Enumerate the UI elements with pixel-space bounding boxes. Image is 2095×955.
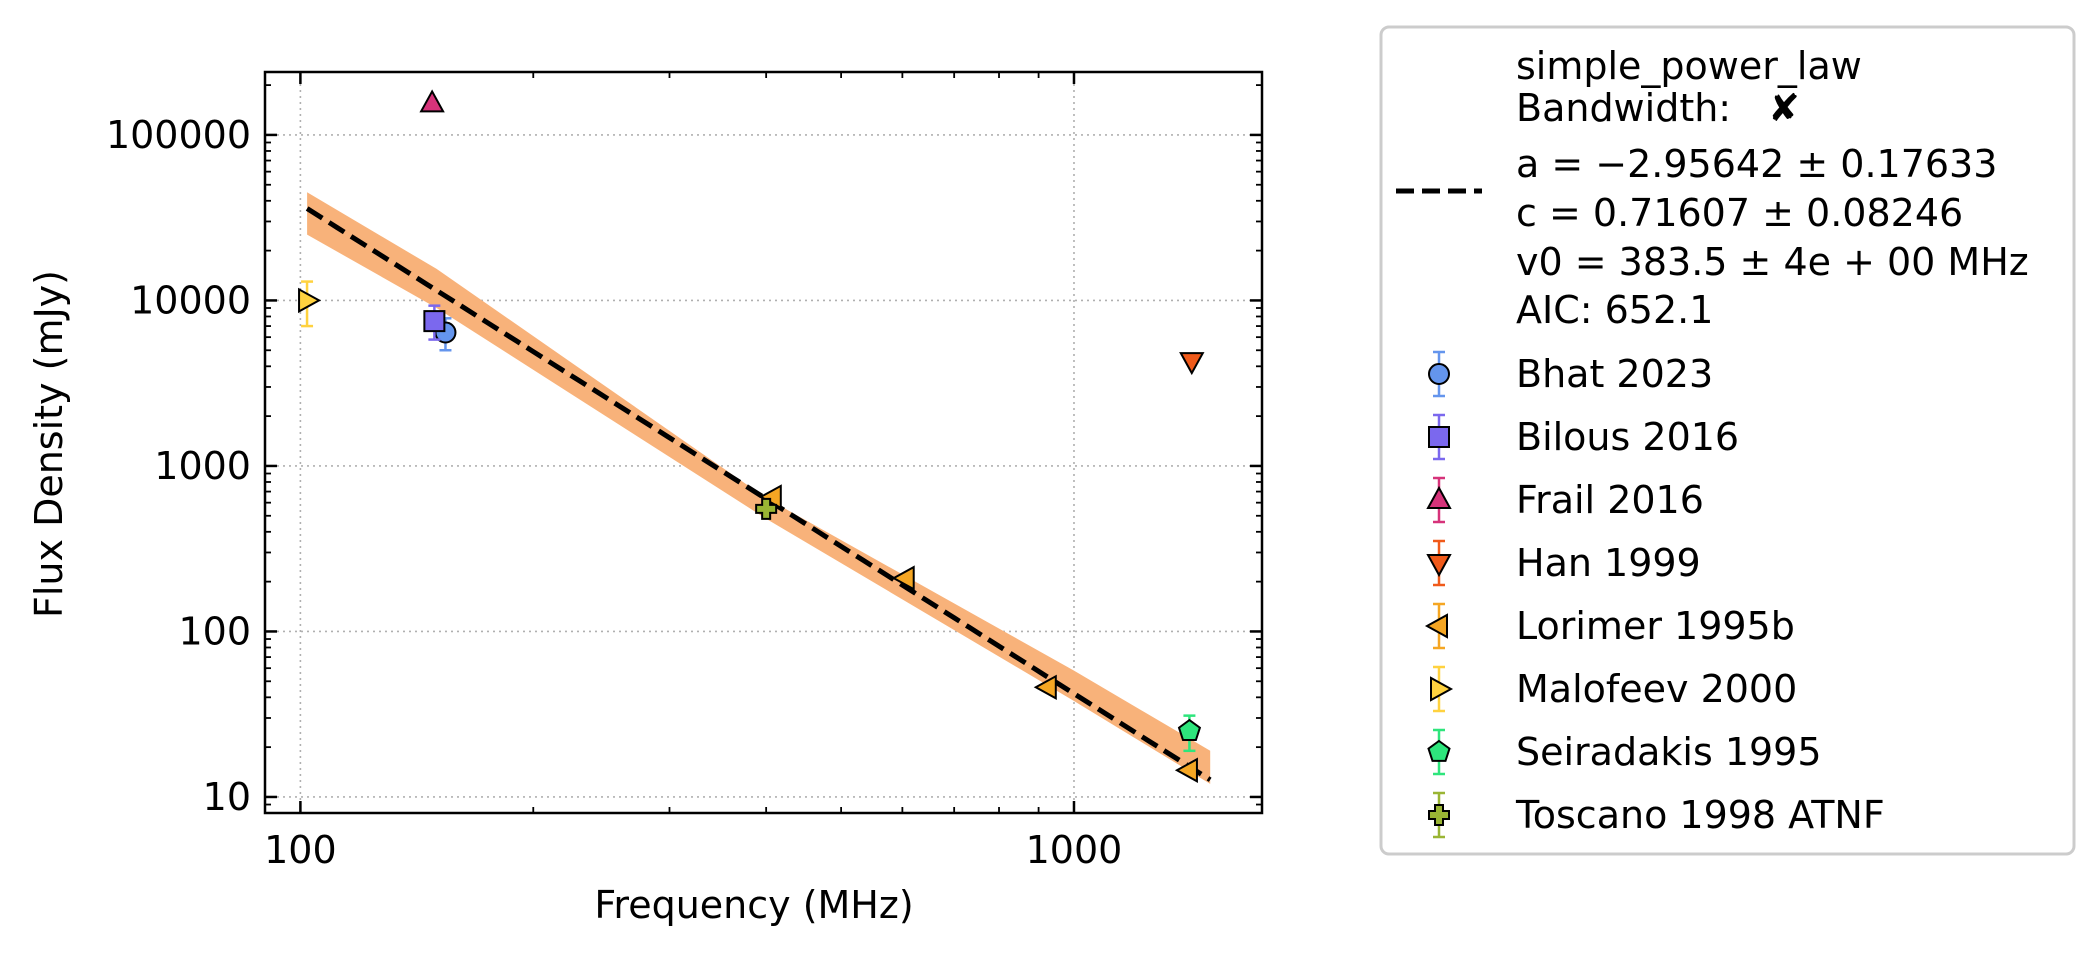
plot-content [305, 192, 1212, 784]
legend-fit-label: simple_power_law [1516, 44, 1862, 88]
y-tick-label: 10 [203, 775, 251, 819]
legend-label: Han 1999 [1516, 541, 1701, 585]
legend-series: Bhat 2023 Bilous 2016 Frail 2016 Han 1999 Lo… [1424, 350, 1885, 839]
x-tick-label: 1000 [1026, 828, 1123, 872]
legend-label: Malofeev 2000 [1516, 667, 1797, 711]
data-point [1177, 718, 1202, 741]
series-han-1999 [1179, 352, 1205, 376]
legend-marker [1428, 804, 1450, 826]
y-tick-label: 100 [178, 609, 251, 653]
legend-marker [1428, 363, 1450, 385]
fit-uncertainty-band [307, 192, 1211, 784]
legend-entry-bhat-2023: Bhat 2023 [1428, 350, 1713, 398]
data-point [1033, 674, 1057, 700]
series-seiradakis-1995 [1177, 714, 1202, 753]
data-point [419, 89, 445, 113]
legend-label: Bhat 2023 [1516, 352, 1713, 396]
legend-fit-param-v0: v0 = 383.5 ± 4e + 00 MHz [1516, 240, 2029, 284]
data-point [1179, 352, 1205, 376]
legend-bandwidth-mark: ✘ [1768, 86, 1800, 130]
legend-fit-param-a: a = −2.95642 ± 0.17633 [1516, 142, 1997, 186]
legend-entry-bilous-2016: Bilous 2016 [1428, 413, 1739, 461]
y-tick-label: 1000 [154, 444, 251, 488]
legend: simple_power_law Bandwidth: ✘ a = −2.956… [1379, 25, 2076, 856]
legend-marker [1426, 485, 1452, 509]
series-lorimer-1995b [758, 484, 1198, 783]
series-malofeev-2000 [298, 280, 322, 328]
data-point [755, 497, 778, 520]
legend-marker [1430, 676, 1454, 702]
x-axis-label: Frequency (MHz) [594, 883, 913, 927]
legend-entry-lorimer-1995b: Lorimer 1995b [1424, 602, 1795, 650]
plot-area: 100 1000 10 100 1000 10000 100000 [106, 70, 1264, 872]
data-point [298, 287, 322, 314]
series-toscano-1998-atnf [755, 497, 778, 520]
legend-entry-seiradakis-1995: Seiradakis 1995 [1427, 728, 1822, 776]
legend-label: Frail 2016 [1516, 478, 1704, 522]
legend-marker [1428, 426, 1450, 448]
legend-label: Lorimer 1995b [1516, 604, 1795, 648]
y-tick-label: 100000 [106, 113, 251, 157]
legend-entry-toscano-1998-atnf: Toscano 1998 ATNF [1428, 791, 1885, 839]
data-point [891, 565, 915, 591]
y-axis-label: Flux Density (mJy) [27, 270, 71, 618]
series-bilous-2016 [423, 304, 446, 341]
legend-bandwidth-label: Bandwidth: [1516, 86, 1731, 130]
legend-frame [1379, 25, 2076, 856]
legend-label: Toscano 1998 ATNF [1515, 793, 1885, 837]
legend-entry-han-1999: Han 1999 [1426, 539, 1701, 587]
data-point [423, 310, 446, 333]
y-tick-label: 10000 [130, 278, 251, 322]
legend-label: Seiradakis 1995 [1516, 730, 1822, 774]
fit-line [305, 206, 1212, 782]
series-frail-2016 [419, 89, 445, 113]
axes-frame [263, 70, 1264, 815]
legend-entry-frail-2016: Frail 2016 [1426, 476, 1704, 524]
legend-bandwidth-row: Bandwidth: ✘ [1516, 86, 1800, 130]
legend-fit-aic: AIC: 652.1 [1516, 288, 1713, 332]
legend-entry-malofeev-2000: Malofeev 2000 [1430, 665, 1797, 713]
legend-marker [1424, 613, 1448, 639]
legend-label: Bilous 2016 [1516, 415, 1739, 459]
legend-marker [1426, 554, 1452, 578]
legend-fit-param-c: c = 0.71607 ± 0.08246 [1516, 191, 1963, 235]
legend-marker [1427, 739, 1451, 762]
data-point [1174, 757, 1198, 783]
x-tick-label: 100 [264, 828, 337, 872]
